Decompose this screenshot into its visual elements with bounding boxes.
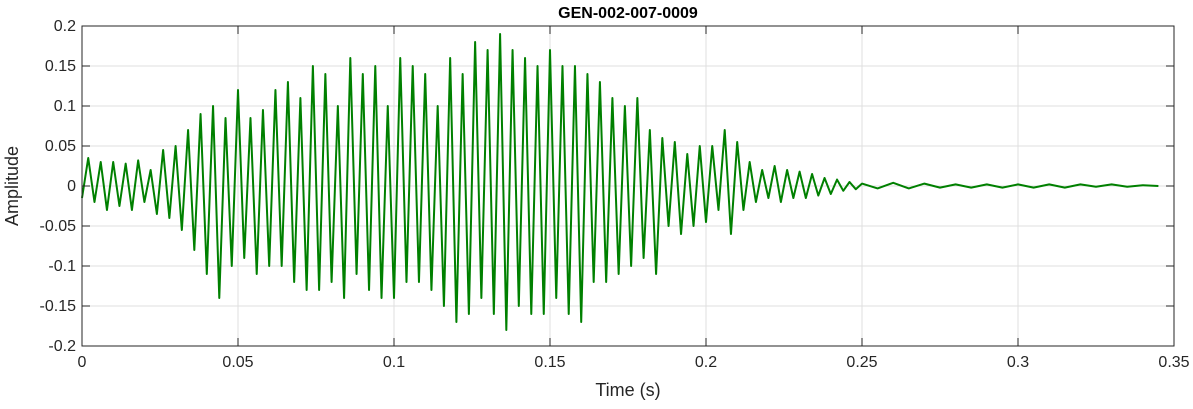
y-tick-label: 0.05 [45, 138, 76, 155]
y-tick-label: 0.2 [54, 18, 76, 35]
x-tick-label: 0.05 [222, 354, 253, 371]
x-tick-label: 0.25 [846, 354, 877, 371]
y-tick-labels: -0.2 -0.15 -0.1 -0.05 0 0.05 0.1 0.15 0.2 [40, 18, 77, 355]
y-axis-label: Amplitude [2, 146, 22, 226]
x-tick-label: 0.15 [534, 354, 565, 371]
y-tick-label: 0.15 [45, 58, 76, 75]
x-tick-label: 0.1 [383, 354, 405, 371]
series-layer [81, 33, 1159, 331]
x-axis-label: Time (s) [595, 380, 660, 400]
x-tick-labels: 0 0.05 0.1 0.15 0.2 0.25 0.3 0.35 [78, 354, 1190, 371]
x-tick-label: 0 [78, 354, 87, 371]
y-tick-label: 0.1 [54, 98, 76, 115]
x-tick-label: 0.35 [1158, 354, 1189, 371]
chart-title: GEN-002-007-0009 [558, 5, 698, 22]
series-line [81, 33, 1159, 331]
y-tick-label: 0 [67, 178, 76, 195]
tick-marks [81, 25, 1175, 347]
y-tick-label: -0.05 [40, 218, 77, 235]
x-tick-label: 0.3 [1007, 354, 1029, 371]
y-tick-label: -0.15 [40, 298, 77, 315]
y-tick-label: -0.1 [48, 258, 76, 275]
x-tick-label: 0.2 [695, 354, 717, 371]
y-tick-label: -0.2 [48, 338, 76, 355]
